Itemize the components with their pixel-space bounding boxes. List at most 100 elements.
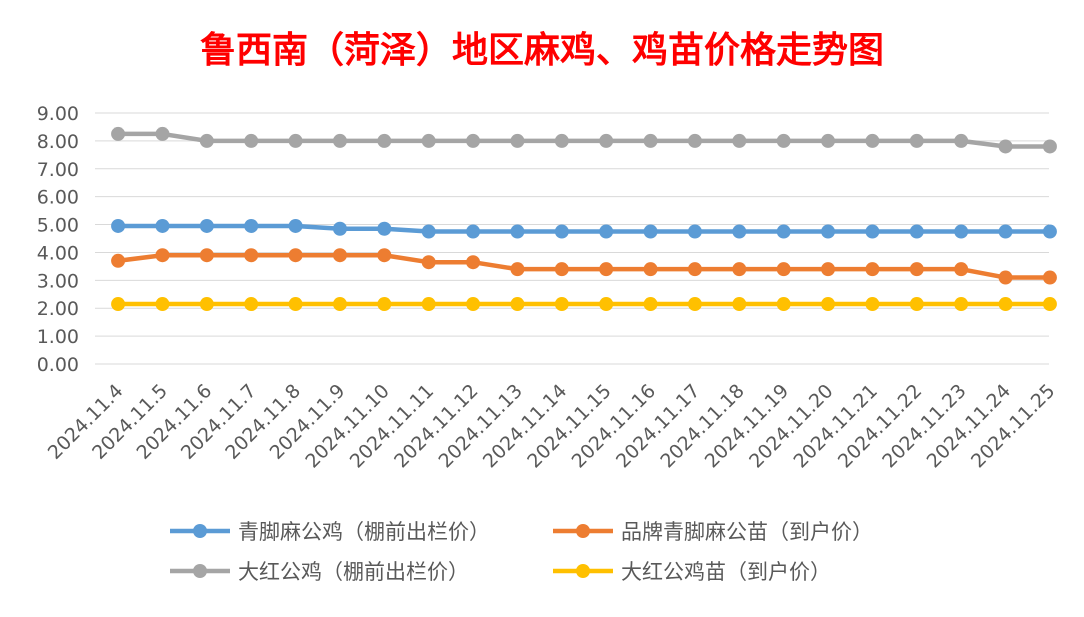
data-point [466, 133, 481, 148]
data-point [776, 297, 791, 312]
data-point [288, 248, 303, 263]
data-point [554, 224, 569, 239]
y-tick-label: 6.00 [37, 187, 79, 209]
data-point [510, 262, 525, 277]
data-point [244, 297, 259, 312]
data-point [954, 224, 969, 239]
data-point [865, 224, 880, 239]
data-point [954, 133, 969, 148]
data-point [421, 255, 436, 270]
series-1 [111, 248, 1057, 285]
legend-item[interactable]: 大红公鸡（棚前出栏价） [170, 560, 469, 584]
y-tick-label: 0.00 [37, 354, 79, 376]
x-axis-ticks: 2024.11.42024.11.52024.11.62024.11.72024… [44, 380, 1060, 472]
legend-label: 大红公鸡（棚前出栏价） [238, 560, 469, 584]
legend: 青脚麻公鸡（棚前出栏价） 品牌青脚麻公苗（到户价） 大红公鸡（棚前出栏价） 大红公鸡苗… [170, 520, 873, 584]
data-point [377, 248, 392, 263]
data-point [821, 297, 836, 312]
data-point [199, 248, 214, 263]
data-point [909, 262, 924, 277]
data-point [554, 262, 569, 277]
y-tick-label: 3.00 [37, 270, 79, 292]
data-point [643, 262, 658, 277]
legend-swatch-marker [576, 564, 590, 578]
data-point [288, 297, 303, 312]
y-tick-label: 4.00 [37, 242, 79, 264]
legend-swatch-marker [576, 524, 590, 538]
data-point [510, 224, 525, 239]
data-point [244, 133, 259, 148]
data-point [377, 297, 392, 312]
data-point [111, 253, 126, 268]
data-point [244, 218, 259, 233]
chart-title: 鲁西南（菏泽）地区麻鸡、鸡苗价格走势图 [200, 29, 884, 71]
data-point [155, 248, 170, 263]
legend-item[interactable]: 品牌青脚麻公苗（到户价） [553, 520, 873, 544]
data-point [288, 218, 303, 233]
legend-label: 大红公鸡苗（到户价） [621, 560, 831, 584]
series-line [117, 252, 1050, 280]
data-point [687, 297, 702, 312]
data-point [865, 297, 880, 312]
data-point [111, 218, 126, 233]
data-point [199, 297, 214, 312]
data-point [643, 297, 658, 312]
series-line [118, 223, 1050, 234]
data-point [554, 133, 569, 148]
y-tick-label: 9.00 [37, 103, 79, 125]
data-point [732, 297, 747, 312]
data-point [111, 297, 126, 312]
data-point [954, 262, 969, 277]
data-point [821, 262, 836, 277]
data-point [998, 224, 1013, 239]
data-point [776, 262, 791, 277]
data-point [643, 224, 658, 239]
data-point [998, 297, 1013, 312]
data-point [155, 297, 170, 312]
y-tick-label: 8.00 [37, 131, 79, 153]
y-tick-label: 1.00 [37, 326, 79, 348]
data-point [244, 248, 259, 263]
data-point [1042, 297, 1057, 312]
data-point [554, 297, 569, 312]
data-point [1042, 224, 1057, 239]
data-point [199, 133, 214, 148]
data-point [599, 224, 614, 239]
legend-item[interactable]: 青脚麻公鸡（棚前出栏价） [170, 520, 490, 544]
data-point [155, 218, 170, 233]
data-point [466, 255, 481, 270]
legend-item[interactable]: 大红公鸡苗（到户价） [553, 560, 831, 584]
y-tick-label: 5.00 [37, 215, 79, 237]
data-point [199, 218, 214, 233]
data-point [687, 133, 702, 148]
series-2 [111, 126, 1057, 154]
data-point [155, 126, 170, 141]
data-point [466, 224, 481, 239]
legend-label: 青脚麻公鸡（棚前出栏价） [238, 520, 490, 544]
data-point [732, 224, 747, 239]
data-point [510, 297, 525, 312]
data-point [909, 224, 924, 239]
y-axis-ticks: 0.00 1.00 2.00 3.00 4.00 5.00 6.00 7.00 8.00 9.00 [37, 103, 79, 376]
data-point [421, 224, 436, 239]
data-point [599, 297, 614, 312]
data-point [599, 262, 614, 277]
series-lines [111, 126, 1057, 312]
data-point [821, 133, 836, 148]
data-point [776, 224, 791, 239]
data-point [599, 133, 614, 148]
data-point [466, 297, 481, 312]
data-point [865, 262, 880, 277]
data-point [332, 133, 347, 148]
grid-lines [95, 112, 1049, 365]
data-point [687, 224, 702, 239]
data-point [732, 133, 747, 148]
data-point [776, 133, 791, 148]
data-point [687, 262, 702, 277]
series-0 [111, 218, 1057, 239]
data-point [111, 126, 126, 141]
data-point [332, 297, 347, 312]
data-point [421, 297, 436, 312]
